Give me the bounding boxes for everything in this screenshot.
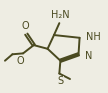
Text: H₂N: H₂N — [51, 10, 70, 20]
Text: O: O — [21, 21, 29, 31]
Text: NH: NH — [86, 32, 101, 42]
Text: O: O — [17, 56, 24, 66]
Text: S: S — [57, 76, 64, 86]
Text: N: N — [85, 51, 92, 61]
